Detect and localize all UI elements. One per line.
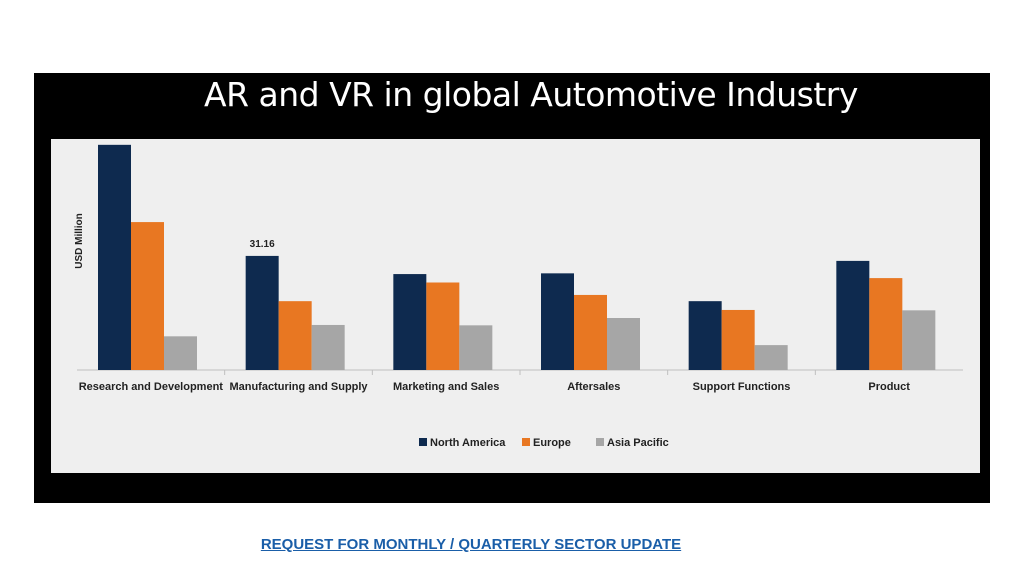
bar-asia-pacific-marketing-and-sales	[459, 325, 493, 370]
bar-asia-pacific-aftersales	[607, 318, 640, 370]
bar-europe-manufacturing-and-supply	[278, 301, 312, 370]
legend-label-europe: Europe	[533, 437, 571, 449]
bar-europe-product	[869, 278, 903, 370]
bar-europe-research-and-development	[131, 222, 164, 370]
bar-asia-pacific-support-functions	[754, 345, 788, 370]
request-sector-update-link[interactable]: REQUEST FOR MONTHLY / QUARTERLY SECTOR U…	[260, 536, 682, 553]
bar-asia-pacific-research-and-development	[164, 336, 197, 370]
bar-europe-marketing-and-sales	[426, 282, 460, 370]
bar-north-america-product	[836, 260, 870, 370]
chart-panel: Research and Development Manufacturing an…	[51, 139, 980, 473]
x-tick-label-aftersales: Aftersales	[567, 381, 620, 393]
legend-label-north-america: North America	[430, 437, 506, 449]
x-tick-label-manufacturing-and-supply: Manufacturing and Supply	[229, 381, 368, 393]
slide-title: AR and VR in global Automotive Industry	[204, 75, 858, 114]
legend-swatch-north-america	[419, 438, 427, 446]
data-label-manufacturing-and-supply: 31.16	[250, 239, 275, 250]
x-tick-label-product: Product	[868, 381, 910, 393]
legend-swatch-asia-pacific	[596, 438, 604, 446]
bar-north-america-support-functions	[688, 301, 722, 370]
slide-frame: AR and VR in global Automotive Industry …	[34, 73, 990, 503]
bar-north-america-aftersales	[541, 273, 574, 370]
y-axis-title: USD Million	[74, 213, 85, 269]
bar-europe-aftersales	[574, 294, 607, 370]
x-tick-label-marketing-and-sales: Marketing and Sales	[393, 381, 499, 393]
bar-north-america-marketing-and-sales	[393, 274, 427, 370]
legend-label-asia-pacific: Asia Pacific	[607, 437, 669, 449]
bar-europe-support-functions	[721, 309, 755, 370]
bar-chart: Research and Development Manufacturing an…	[74, 144, 963, 449]
bar-north-america-manufacturing-and-supply	[245, 255, 279, 370]
bar-north-america-research-and-development	[98, 144, 131, 370]
legend-swatch-europe	[522, 438, 530, 446]
bar-asia-pacific-manufacturing-and-supply	[311, 324, 345, 370]
x-tick-label-research-and-development: Research and Development	[79, 381, 224, 393]
bar-asia-pacific-product	[902, 310, 936, 370]
x-tick-label-support-functions: Support Functions	[693, 381, 791, 393]
